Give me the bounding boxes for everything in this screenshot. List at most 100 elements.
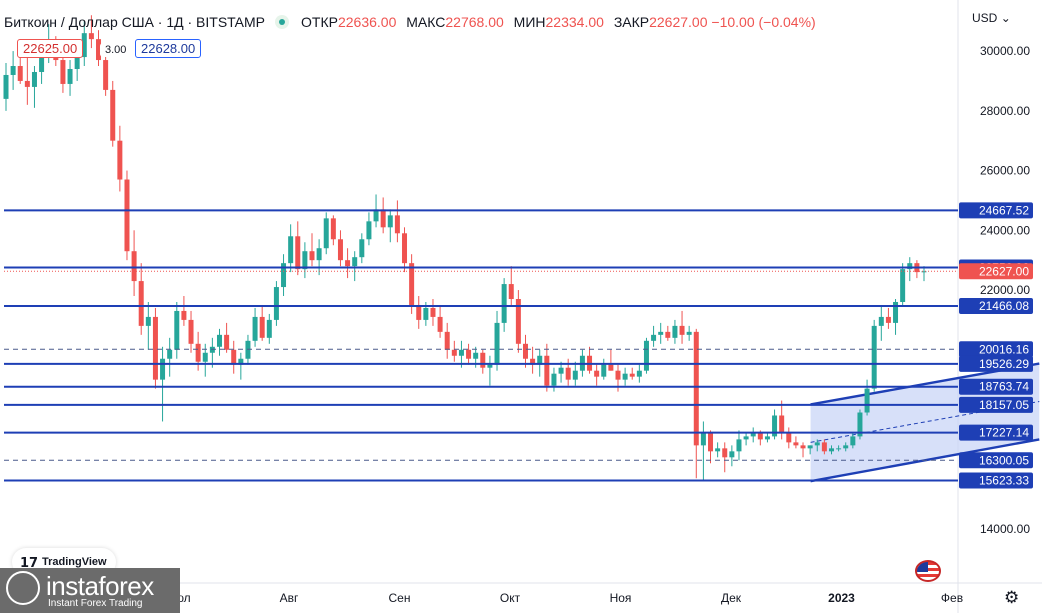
tradingview-label: TradingView — [42, 556, 107, 568]
candle-body — [651, 334, 657, 341]
low-value: 22334.00 — [545, 14, 604, 30]
currency-label: USD — [972, 11, 998, 25]
spread-value: 3.00 — [100, 43, 132, 57]
chevron-down-icon: ⌄ — [1000, 11, 1011, 25]
level-label-bg — [959, 472, 1033, 489]
candle-body — [636, 370, 642, 377]
candle-body — [494, 322, 500, 365]
candle-body — [124, 179, 130, 252]
candle-body — [131, 251, 137, 282]
x-tick-label: Фев — [941, 591, 963, 605]
candle-body — [594, 370, 600, 377]
buy-price-button[interactable]: 22628.00 — [135, 39, 202, 58]
current-price-label: 22627.00 — [979, 264, 1029, 278]
candle-body — [800, 445, 806, 449]
candle-body — [288, 236, 294, 264]
level-label-bg — [959, 297, 1033, 314]
candle-body — [10, 66, 16, 75]
candle-body — [864, 388, 870, 413]
candle-body — [224, 334, 230, 350]
instaforex-tagline: Instant Forex Trading — [48, 598, 143, 609]
sell-price-button[interactable]: 22625.00 — [17, 39, 84, 58]
candle-body — [857, 412, 863, 437]
candle-body — [430, 307, 436, 317]
time-axis[interactable]: ИюнИюлАвгСенОктНояДек2023Фев — [56, 591, 963, 605]
candle-body — [672, 325, 678, 338]
level-label: 17227.14 — [979, 426, 1029, 440]
candle-body — [708, 433, 714, 452]
x-tick-label: Сен — [389, 591, 411, 605]
candle-body — [772, 415, 778, 437]
candle-body — [337, 239, 343, 261]
candle-body — [893, 301, 899, 323]
tradingview-icon: 𝟭𝟳 — [20, 555, 39, 570]
candle-body — [110, 89, 116, 141]
candle-body — [515, 299, 521, 344]
candle-body — [850, 436, 856, 446]
x-tick-label: Дек — [721, 591, 742, 605]
candle-body — [88, 33, 94, 40]
level-label: 19526.29 — [979, 357, 1029, 371]
candle-body — [330, 218, 336, 240]
level-label-bg — [959, 452, 1033, 469]
candle-body — [530, 358, 536, 365]
y-tick-label: 24000.00 — [980, 223, 1030, 237]
candle-body — [181, 310, 187, 320]
close-value: 22627.00 −10.00 (−0.04%) — [649, 14, 816, 30]
candle-body — [779, 415, 785, 434]
candle-body — [807, 445, 813, 449]
instaforex-logo-icon — [6, 571, 40, 605]
x-tick-label: Авг — [280, 591, 299, 605]
candle-body — [764, 436, 770, 440]
y-tick-label: 30000.00 — [980, 44, 1030, 58]
candle-body — [138, 281, 144, 326]
candle-body — [402, 233, 408, 264]
y-tick-label: 28000.00 — [980, 104, 1030, 118]
candle-body — [345, 260, 351, 267]
candle-body — [743, 436, 749, 440]
level-label: 18763.74 — [979, 380, 1029, 394]
candle-body — [373, 209, 379, 222]
candle-body — [167, 349, 173, 359]
us-flag-icon[interactable] — [915, 560, 941, 582]
candle-body — [96, 39, 102, 61]
level-label: 15623.33 — [979, 474, 1029, 488]
x-tick-label: Ноя — [610, 591, 632, 605]
candle-body — [473, 352, 479, 359]
candle-body — [658, 331, 664, 335]
candle-body — [17, 66, 23, 81]
candle-body — [679, 325, 685, 335]
candle-body — [444, 331, 450, 350]
x-tick-label: 2023 — [828, 591, 855, 605]
current-price-label-bg — [959, 263, 1033, 280]
candle-body — [366, 221, 372, 240]
candle-body — [615, 370, 621, 380]
candle-body — [907, 263, 913, 270]
candle-body — [145, 316, 151, 326]
candle-body — [921, 271, 927, 273]
candle-body — [281, 263, 287, 288]
candle-body — [750, 433, 756, 437]
price-axis[interactable]: 30000.00 28000.00 26000.00 24000.00 22000.00… — [980, 44, 1030, 536]
candle-body — [629, 373, 635, 377]
candle-body — [458, 349, 464, 356]
candle-body — [466, 349, 472, 359]
candle-body — [558, 367, 564, 374]
currency-select[interactable]: USD ⌄ — [972, 11, 1011, 25]
candle-body — [24, 80, 30, 87]
candle-body — [572, 370, 578, 380]
level-label-bg — [959, 378, 1033, 395]
candle-body — [643, 340, 649, 371]
gear-icon[interactable]: ⚙ — [1004, 588, 1020, 607]
level-label: 18157.05 — [979, 398, 1029, 412]
level-label: 16300.05 — [979, 453, 1029, 467]
symbol-title[interactable]: Биткоин / Доллар США · 1Д · BITSTAMP — [4, 14, 266, 30]
candle-body — [74, 57, 80, 70]
candle-body — [416, 304, 422, 320]
candle-body — [786, 433, 792, 443]
level-label: 21466.08 — [979, 299, 1029, 313]
candle-body — [622, 373, 628, 380]
close-label: ЗАКР — [613, 14, 650, 30]
horizontal-levels[interactable]: 24667.5222756.0621466.0820016.1619526.29… — [4, 202, 1033, 489]
